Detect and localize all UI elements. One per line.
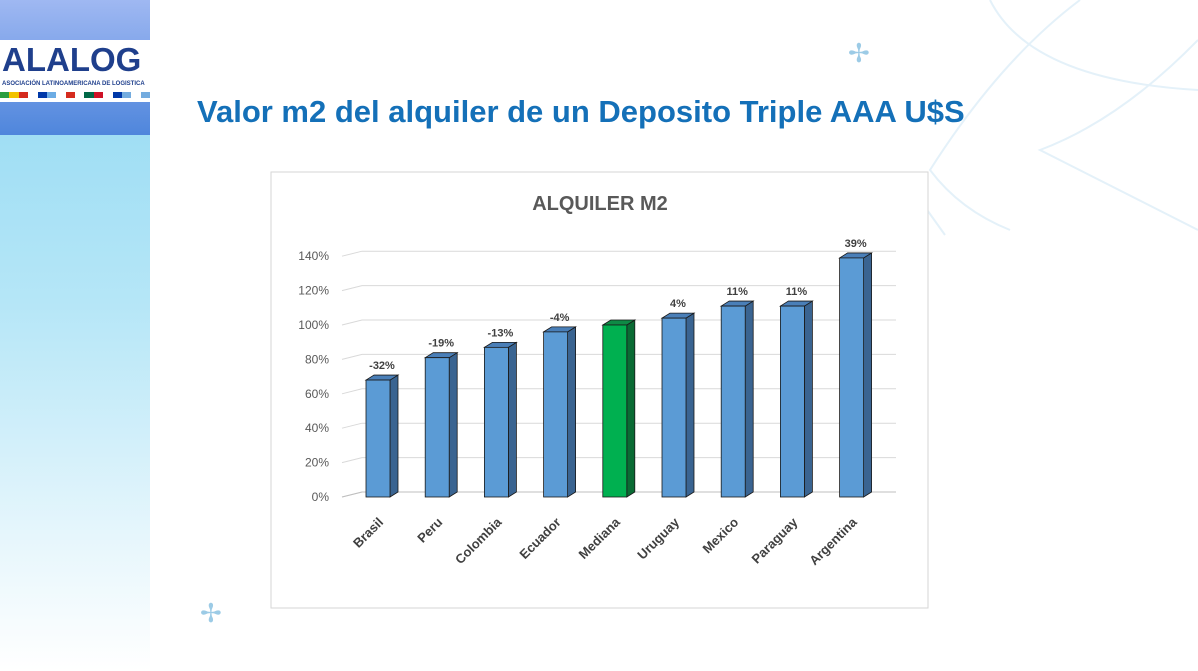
data-label: -4% (550, 312, 570, 324)
bar-side (685, 312, 695, 498)
bar (602, 324, 628, 498)
bar-uruguay (660, 312, 696, 498)
bar-mediana (601, 319, 637, 498)
bar-side (744, 300, 754, 498)
gridline (341, 388, 896, 395)
gridline (341, 457, 896, 464)
logo-subtitle: ASOCIACIÓN LATINOAMERICANA DE LOGISTICA (2, 81, 145, 87)
bar-side (804, 300, 813, 498)
bar-colombia (483, 341, 518, 498)
bar (365, 379, 391, 498)
bar-brasil (364, 374, 400, 498)
sparkle-icon: ✢ (848, 38, 870, 68)
bar-peru (423, 351, 459, 498)
bar (780, 305, 805, 498)
bar-side (507, 341, 517, 498)
bar (543, 331, 568, 498)
bar-argentina (838, 252, 873, 498)
data-label: -19% (428, 338, 454, 350)
bar-side (626, 319, 636, 498)
bar-side (863, 252, 872, 498)
gridline (341, 285, 896, 292)
data-label: 11% (786, 286, 808, 298)
data-label: 11% (726, 286, 748, 298)
gridline (341, 319, 896, 326)
bar-ecuador (542, 326, 577, 498)
data-label: -13% (488, 327, 514, 339)
bar (483, 346, 509, 498)
bar-side (389, 374, 399, 498)
bar-paraguay (779, 300, 814, 498)
background-decoration (919, 0, 1198, 236)
y-tick-label: 140% (298, 249, 329, 263)
logo: ALALOG ASOCIACIÓN LATINOAMERICANA DE LOG… (0, 40, 150, 102)
y-tick-label: 0% (312, 490, 330, 504)
gridline (341, 422, 896, 429)
gridline (341, 250, 896, 257)
data-label: 4% (670, 298, 686, 310)
bar-side (567, 326, 576, 498)
flag-strip (0, 92, 150, 98)
y-tick-label: 40% (305, 421, 329, 435)
floor-line (341, 491, 896, 498)
bar (839, 257, 864, 498)
bar (424, 357, 450, 498)
bar (661, 317, 687, 498)
y-tick-label: 100% (298, 318, 329, 332)
y-tick-label: 80% (305, 352, 329, 366)
data-label: 39% (845, 238, 867, 250)
bar-mexico (719, 300, 755, 498)
chart-title: ALQUILER M2 (532, 193, 668, 215)
gridline (341, 353, 896, 360)
bar-side (448, 351, 458, 498)
logo-text: ALALOG (2, 41, 142, 78)
bar (720, 305, 746, 498)
y-tick-label: 20% (305, 456, 329, 470)
sparkle-icon: ✢ (200, 598, 222, 628)
page-title: Valor m2 del alquiler de un Deposito Tri… (197, 94, 965, 129)
y-tick-label: 120% (298, 284, 329, 298)
data-label: -32% (369, 360, 395, 372)
y-tick-label: 60% (305, 387, 329, 401)
